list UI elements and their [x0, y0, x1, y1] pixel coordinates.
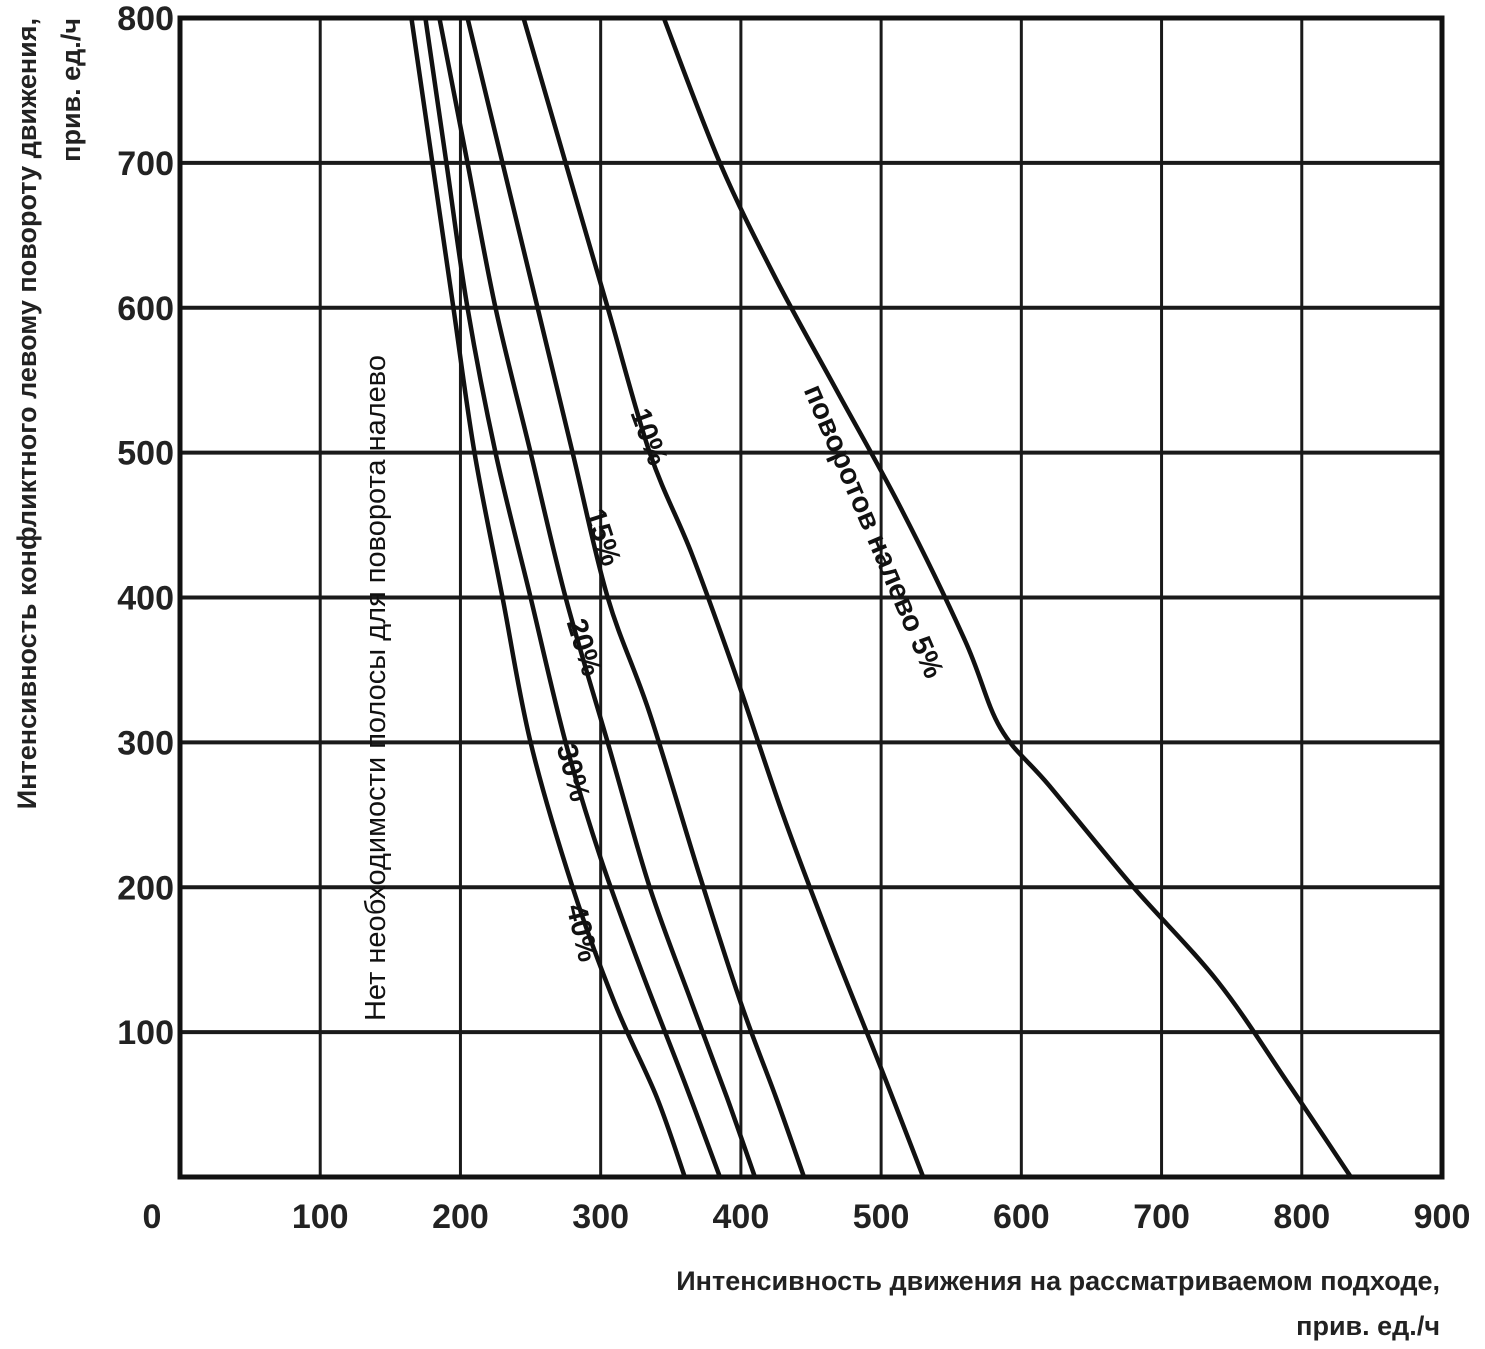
- series-label-30pct: 30%: [550, 740, 596, 805]
- series-line-10pct: [521, 15, 926, 1180]
- plot-frame: [177, 15, 1445, 1180]
- x-tick-label: 300: [572, 1198, 629, 1236]
- x-axis-title-line-1: Интенсивность движения на рассматриваемо…: [676, 1266, 1440, 1296]
- x-tick-label: 200: [432, 1198, 489, 1236]
- series-labels: поворотов налево 5%10%15%20%30%40%: [550, 380, 950, 965]
- x-tick-label: 100: [292, 1198, 349, 1236]
- series-label-10pct: 10%: [623, 404, 673, 470]
- x-tick-label: 0: [143, 1198, 162, 1236]
- x-tick-label: 900: [1414, 1198, 1471, 1236]
- series-label-40pct: 40%: [560, 901, 604, 965]
- series-label-5pct: поворотов налево 5%: [797, 380, 950, 683]
- y-tick-label: 200: [117, 869, 174, 907]
- tick-labels: 0 100 200 300 400 500 600 700 800 900 100 200 300 400…: [117, 0, 1470, 1236]
- y-tick-label: 500: [117, 435, 174, 473]
- y-tick-label: 600: [117, 290, 174, 328]
- annotation-no-left-turn-lane: Нет необходимости полосы для поворота на…: [360, 355, 392, 1021]
- x-tick-label: 400: [713, 1198, 770, 1236]
- series-line-20pct: [437, 15, 758, 1180]
- x-tick-label: 700: [1133, 1198, 1190, 1236]
- y-axis-title-line-1: Интенсивность конфликтного левому поворо…: [12, 18, 42, 809]
- y-tick-label: 800: [117, 0, 174, 38]
- y-tick-label: 300: [117, 724, 174, 762]
- series-line-30pct: [423, 15, 723, 1180]
- x-axis-title-line-2: прив. ед./ч: [1296, 1311, 1440, 1341]
- series-line-15pct: [465, 15, 807, 1180]
- x-tick-label: 600: [993, 1198, 1050, 1236]
- y-tick-label: 700: [117, 145, 174, 183]
- y-axis-title-line-2: прив. ед./ч: [56, 18, 86, 162]
- grid: [180, 18, 1442, 1177]
- series-lines: [409, 15, 1354, 1180]
- x-tick-label: 800: [1273, 1198, 1330, 1236]
- y-tick-label: 400: [117, 580, 174, 618]
- x-tick-label: 500: [853, 1198, 910, 1236]
- series-label-15pct: 15%: [578, 505, 626, 570]
- series-line-40pct: [409, 15, 688, 1180]
- series-line-5pct: [661, 15, 1354, 1180]
- y-tick-label: 100: [117, 1014, 174, 1052]
